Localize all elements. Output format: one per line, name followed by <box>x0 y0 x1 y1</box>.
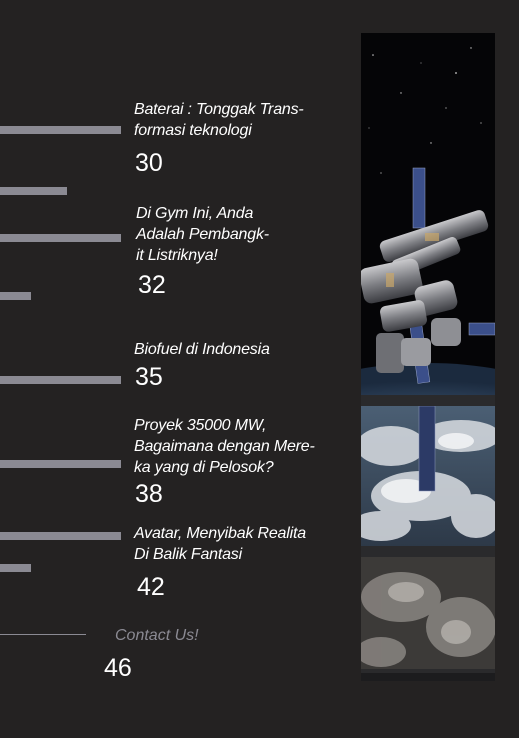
earth-surface-image <box>361 557 495 669</box>
divider-bar <box>0 376 121 384</box>
divider-bar <box>0 460 121 468</box>
toc-item-page[interactable]: 30 <box>135 149 163 177</box>
divider-bar <box>0 187 67 195</box>
toc-item-title[interactable]: Avatar, Menyibak Realita Di Balik Fantas… <box>134 525 306 563</box>
contact-label[interactable]: Contact Us! <box>115 627 199 644</box>
toc-item-page[interactable]: 42 <box>137 573 165 601</box>
divider-bar <box>0 564 31 572</box>
toc-item-title[interactable]: Biofuel di Indonesia <box>134 341 270 358</box>
toc-item-title[interactable]: Proyek 35000 MW, Bagaimana dengan Mere- … <box>134 417 315 476</box>
toc-item-page[interactable]: 35 <box>135 363 163 391</box>
toc-item-page[interactable]: 38 <box>135 480 163 508</box>
toc-item-title[interactable]: Baterai : Tonggak Trans- formasi teknolo… <box>134 101 304 139</box>
space-station-image <box>361 33 495 395</box>
contact-page[interactable]: 46 <box>104 654 132 682</box>
divider-bar <box>0 126 121 134</box>
contact-divider <box>0 634 86 635</box>
cover-image-strip <box>361 33 495 681</box>
image-gap <box>361 669 495 673</box>
image-gap <box>361 546 495 557</box>
divider-bar <box>0 532 121 540</box>
toc-item-page[interactable]: 32 <box>138 271 166 299</box>
earth-clouds-image <box>361 406 495 546</box>
image-gap <box>361 395 495 406</box>
divider-bar <box>0 234 121 242</box>
divider-bar <box>0 292 31 300</box>
toc-item-title[interactable]: Di Gym Ini, Anda Adalah Pembangk- it Lis… <box>136 205 269 264</box>
